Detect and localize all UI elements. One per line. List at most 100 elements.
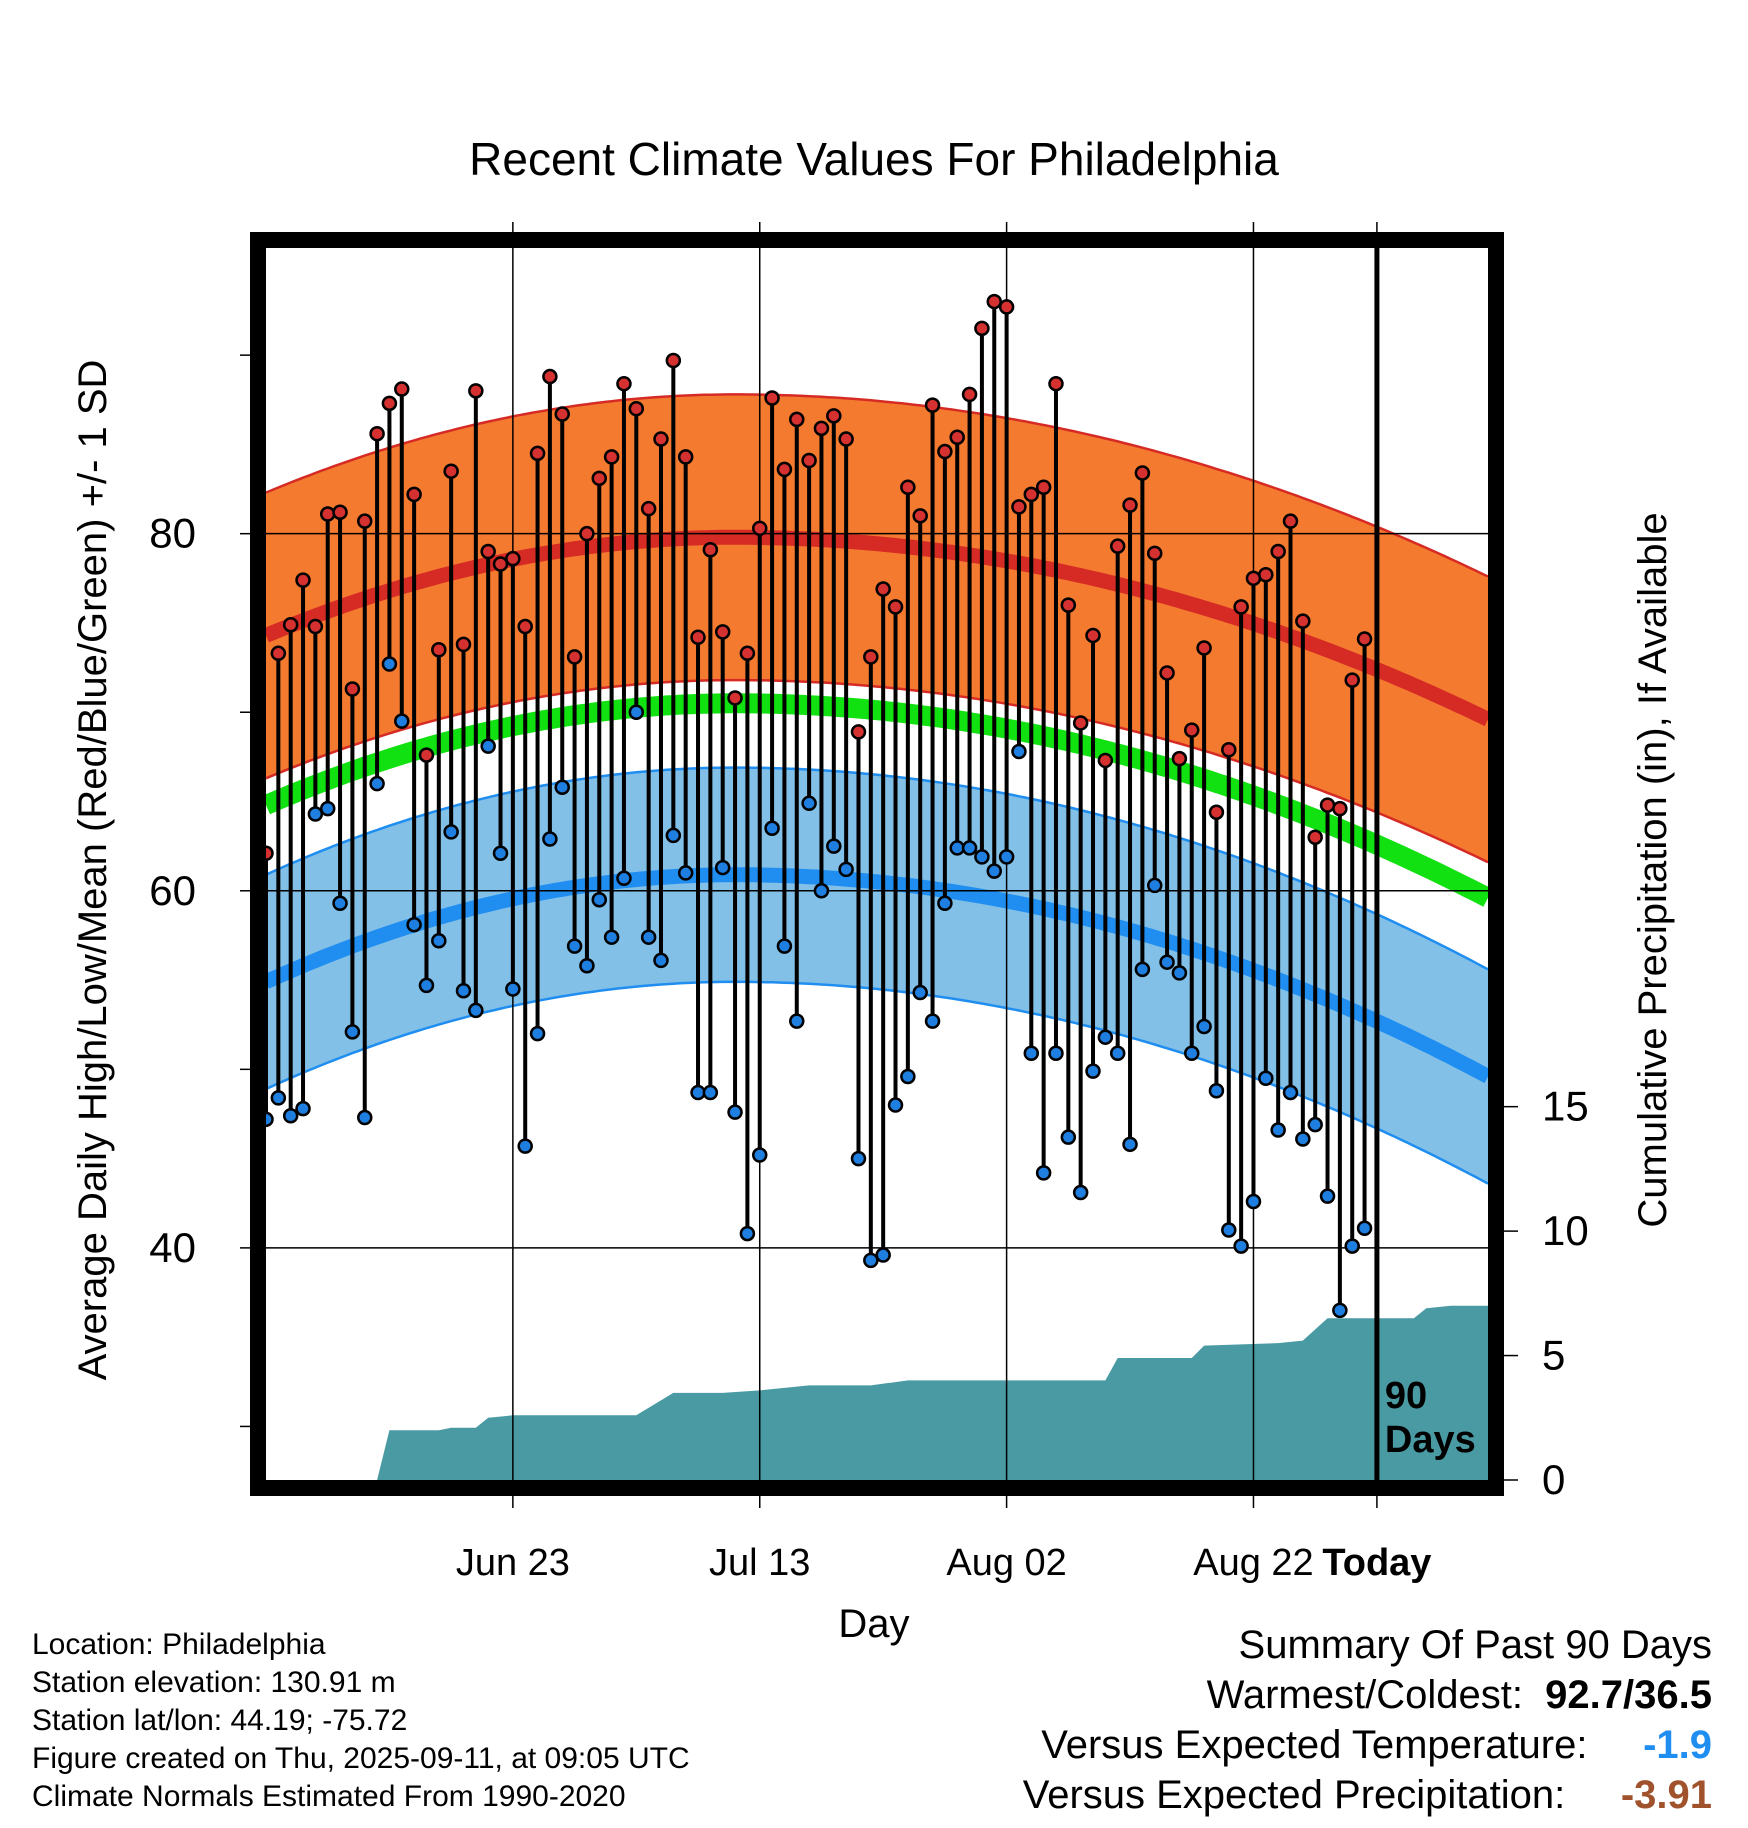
daily-low-point — [616, 870, 632, 887]
daily-low-point — [1023, 1045, 1040, 1062]
daily-low-point — [1258, 1070, 1274, 1087]
daily-high-point — [665, 352, 682, 369]
plot-border — [250, 232, 1504, 1496]
daily-high-point — [455, 636, 472, 653]
daily-high-point — [640, 500, 657, 517]
daily-high-point — [1122, 497, 1138, 513]
latlon-text: Station lat/lon: 44.19; -75.72 — [32, 1704, 408, 1737]
high-normal-line — [263, 529, 1492, 727]
daily-low-point — [974, 849, 990, 865]
daily-low-point — [1122, 1136, 1138, 1153]
daily-high-point — [1319, 797, 1336, 813]
daily-high-point — [344, 681, 361, 697]
daily-low-point — [838, 861, 854, 878]
daily-high-point — [1258, 566, 1274, 583]
y-axis-left-label: Average Daily High/Low/Mean (Red/Blue/Gr… — [71, 360, 115, 1381]
daily-high-point — [1270, 543, 1286, 560]
daily-high-point — [714, 624, 731, 640]
daily-high-point — [505, 550, 521, 567]
daily-high-point — [1072, 715, 1089, 731]
daily-high-point — [579, 525, 595, 542]
plot-frame — [250, 232, 1504, 1496]
y-left-tick-label: 60 — [149, 867, 196, 914]
daily-low-point — [875, 1247, 891, 1263]
daily-low-point — [505, 981, 521, 997]
summary-panel: Summary Of Past 90 Days Warmest/Coldest:… — [1023, 1620, 1712, 1820]
daily-low-point — [653, 952, 669, 969]
precip-row: Versus Expected Precipitation: -3.91 — [1023, 1770, 1712, 1820]
daily-low-point — [727, 1104, 743, 1120]
daily-low-point — [1048, 1045, 1064, 1062]
daily-high-point — [332, 504, 348, 521]
high-band-upper-edge — [265, 393, 1489, 578]
daily-low-point — [1134, 961, 1151, 978]
elevation-text: Station elevation: 130.91 m — [32, 1666, 396, 1699]
temp-row: Versus Expected Temperature: -1.9 — [1023, 1720, 1712, 1770]
daily-low-point — [912, 984, 928, 1001]
x-axis-label: Day — [838, 1602, 909, 1646]
x-tick-label: Jul 13 — [709, 1542, 810, 1584]
daily-low-point — [1011, 743, 1027, 760]
daily-high-point — [443, 463, 459, 479]
daily-high-point — [1146, 545, 1163, 562]
high-sd-band — [266, 394, 1488, 863]
daily-high-point — [677, 449, 694, 465]
daily-high-point — [554, 406, 570, 422]
daily-low-point — [961, 840, 978, 856]
daily-high-point — [1332, 800, 1348, 817]
daily-low-point — [887, 1097, 904, 1113]
daily-low-point — [332, 895, 348, 912]
daily-high-point — [418, 747, 435, 763]
daily-high-point — [1159, 665, 1175, 681]
y-right-tick-label: 15 — [1542, 1083, 1589, 1130]
daily-low-point — [789, 1013, 805, 1029]
daily-low-point — [1072, 1184, 1089, 1201]
daily-high-point — [1134, 465, 1151, 481]
daily-low-point — [1319, 1188, 1336, 1204]
daily-high-point — [690, 629, 706, 645]
daily-high-point — [542, 368, 558, 385]
daily-low-point — [394, 713, 410, 729]
daily-high-point — [949, 429, 965, 446]
daily-high-point — [1011, 499, 1027, 515]
y-right-tick-label: 0 — [1542, 1456, 1565, 1503]
daily-low-point — [1196, 1018, 1212, 1035]
daily-high-point — [900, 479, 916, 496]
daily-low-point — [1245, 1193, 1262, 1210]
daily-low-point — [776, 938, 793, 954]
daily-low-point — [665, 827, 682, 844]
daily-high-point — [517, 618, 533, 635]
daily-high-point — [801, 452, 817, 469]
daily-high-point — [394, 381, 410, 397]
warm-cold-label: Warmest/Coldest: — [1206, 1673, 1523, 1717]
daily-low-point — [1295, 1131, 1311, 1147]
daily-low-point — [566, 938, 583, 954]
daily-high-point — [887, 599, 904, 615]
daily-low-point — [1184, 1045, 1200, 1062]
daily-low-point — [702, 1084, 719, 1101]
daily-low-point — [455, 983, 472, 999]
daily-low-point — [628, 704, 645, 720]
station-info: Location: Philadelphia Station elevation… — [32, 1626, 690, 1816]
created-text: Figure created on Thu, 2025-09-11, at 09… — [32, 1742, 690, 1775]
y-left-tick-label: 40 — [149, 1224, 196, 1271]
y-axis-right-label: Cumulative Precipitation (in), If Availa… — [1631, 512, 1675, 1227]
daily-high-point — [1171, 750, 1188, 767]
daily-high-point — [776, 461, 793, 478]
daily-low-point — [714, 859, 731, 876]
daily-low-point — [813, 883, 830, 899]
daily-high-point — [1208, 804, 1225, 820]
daily-high-point — [603, 449, 620, 465]
daily-low-point — [677, 865, 694, 881]
daily-range-bars — [264, 301, 1367, 1311]
daily-low-point — [356, 1109, 373, 1126]
daily-low-point — [1208, 1083, 1225, 1099]
daily-low-point — [924, 1013, 941, 1029]
daily-high-point — [492, 556, 509, 572]
daily-low-point — [998, 849, 1015, 865]
x-tick-label: Aug 22 — [1193, 1542, 1313, 1584]
daily-low-point — [579, 958, 595, 974]
daily-high-point — [924, 397, 941, 413]
daily-high-point — [1023, 486, 1040, 503]
daily-low-point — [529, 1025, 546, 1042]
